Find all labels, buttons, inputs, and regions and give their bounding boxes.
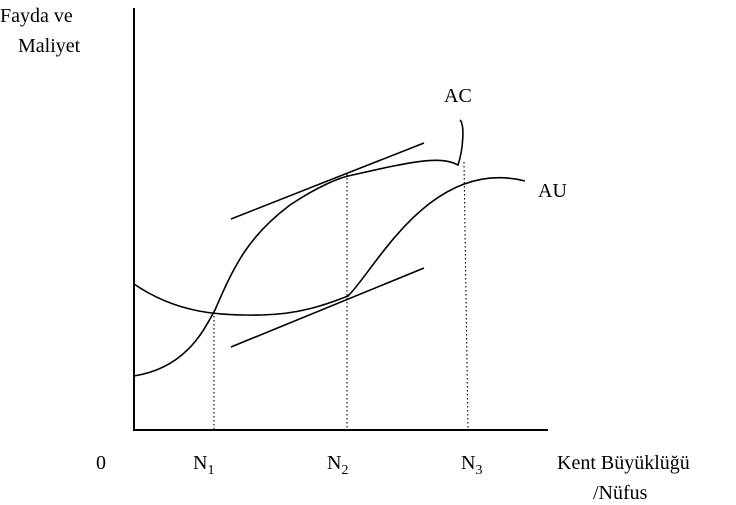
x-axis-label-line2: /Nüfus xyxy=(593,482,648,504)
tick-label-n3-sub: 3 xyxy=(475,463,482,478)
au-curve-label: AU xyxy=(538,180,567,202)
tick-label-n1-main: N xyxy=(193,452,207,474)
upper-tangent-line xyxy=(230,142,425,220)
tick-label-n2-main: N xyxy=(327,452,341,474)
origin-label: 0 xyxy=(96,452,106,474)
au-curve xyxy=(133,177,526,316)
tick-label-n2: N2 xyxy=(327,452,348,478)
tick-label-n1: N1 xyxy=(193,452,214,478)
ac-curve xyxy=(133,119,464,377)
tick-label-n3-main: N xyxy=(461,452,475,474)
n3-guide-line xyxy=(463,161,469,431)
ac-curve-label: AC xyxy=(444,85,472,107)
tick-label-n1-sub: 1 xyxy=(207,463,214,478)
y-axis-label-line1: Fayda ve xyxy=(0,5,73,27)
lower-tangent-line xyxy=(230,267,425,348)
x-axis-label-line1: Kent Büyüklüğü xyxy=(557,452,690,474)
tick-label-n2-sub: 2 xyxy=(341,463,348,478)
tick-label-n3: N3 xyxy=(461,452,482,478)
y-axis-label-line2: Maliyet xyxy=(18,35,81,57)
